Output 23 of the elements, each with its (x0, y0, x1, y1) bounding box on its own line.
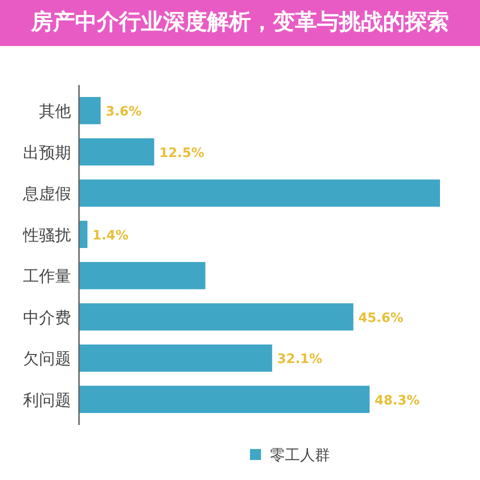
bar (79, 386, 370, 413)
y-tick-label: 中介费 (23, 308, 71, 327)
data-label: 45.6% (358, 310, 404, 326)
y-tick-label: 出预期 (23, 142, 71, 162)
data-label: 12.5% (159, 146, 204, 161)
data-label: 3.6% (106, 104, 142, 120)
bar (79, 138, 154, 166)
bar (79, 303, 354, 330)
y-tick-label: 息虚假 (22, 184, 71, 204)
bar (79, 97, 101, 124)
legend-label: 零工人群 (270, 446, 330, 464)
y-tick-label: 欠问题 (23, 349, 71, 368)
data-label: 1.4% (92, 228, 128, 244)
bar (79, 262, 206, 290)
y-tick-label: 其他 (39, 102, 71, 121)
bar (79, 180, 440, 207)
y-tick-label: 工作量 (23, 266, 71, 286)
data-label: 32.1% (277, 352, 322, 368)
y-tick-label: 利问题 (23, 390, 71, 410)
data-label: 48.3% (374, 393, 420, 408)
bar (79, 344, 272, 372)
y-tick-label: 性骚扰 (22, 225, 71, 244)
chart-title: 房产中介行业深度解析，变革与挑战的探索 (0, 0, 480, 46)
